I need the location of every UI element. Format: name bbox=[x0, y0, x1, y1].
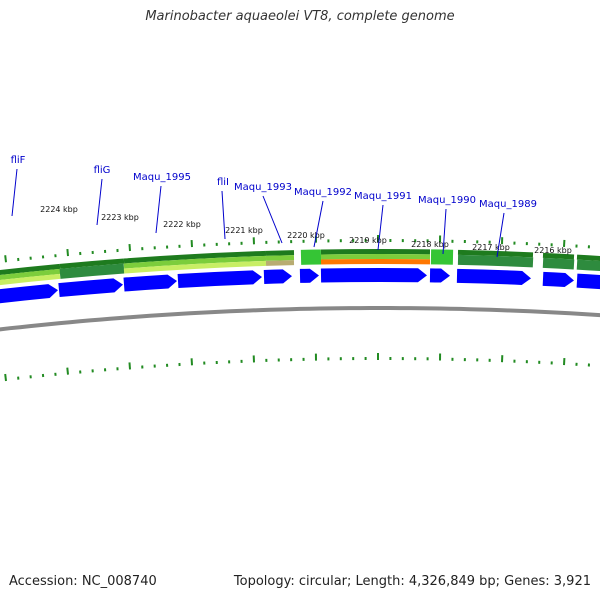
scale-label: 2221 kbp bbox=[225, 226, 263, 235]
cds-arrow bbox=[123, 274, 177, 292]
feature-band bbox=[320, 254, 431, 260]
cds-arrow-track bbox=[0, 267, 600, 304]
cds-arrow bbox=[320, 267, 427, 283]
feature-band bbox=[576, 254, 600, 262]
gene-label: Maqu_1992 bbox=[294, 187, 352, 198]
scale-label: 2220 kbp bbox=[287, 231, 325, 240]
inner-tick-major bbox=[128, 362, 131, 370]
gene-leader-line bbox=[496, 212, 505, 258]
cds-arrow bbox=[263, 269, 292, 284]
scale-labels: 2224 kbp 2223 kbp 2222 kbp 2221 kbp 2220 kbp… bbox=[40, 205, 572, 255]
feature-band bbox=[123, 250, 267, 264]
cds-arrow bbox=[429, 268, 450, 283]
feature-band bbox=[320, 249, 431, 255]
feature-band bbox=[300, 249, 322, 265]
scale-label: 2216 kbp bbox=[534, 246, 572, 255]
scale-label: 2218 kbp bbox=[411, 240, 449, 249]
accession-text: Accession: NC_008740 bbox=[9, 574, 157, 589]
gene-leader-line bbox=[11, 168, 18, 217]
outer-tick-ring bbox=[4, 235, 590, 263]
feature-band bbox=[457, 249, 534, 258]
outer-tick-major bbox=[128, 244, 131, 252]
feature-band bbox=[542, 257, 575, 270]
cds-arrow bbox=[177, 270, 262, 288]
gene-leader-line bbox=[377, 204, 384, 251]
feature-band bbox=[542, 252, 575, 260]
feature-band bbox=[320, 258, 431, 265]
feature-band bbox=[265, 250, 295, 256]
gene-leader-line bbox=[262, 195, 283, 244]
feature-band bbox=[265, 260, 295, 266]
gene-leader-line bbox=[442, 208, 447, 255]
scale-label: 2219 kbp bbox=[349, 236, 387, 245]
topology-summary: Topology: circular; Length: 4,326,849 bp… bbox=[233, 574, 591, 589]
feature-band bbox=[123, 255, 267, 269]
gene-label: Maqu_1991 bbox=[354, 191, 412, 202]
scale-label: 2217 kbp bbox=[472, 243, 510, 252]
scale-label: 2224 kbp bbox=[40, 205, 78, 214]
inner-tick-major bbox=[4, 373, 7, 382]
cds-arrow bbox=[0, 284, 58, 304]
cds-arrow bbox=[58, 278, 123, 298]
gene-label: fliG bbox=[94, 165, 111, 176]
cds-arrow bbox=[456, 268, 531, 285]
gene-label: Maqu_1990 bbox=[418, 195, 476, 206]
gene-leader-line bbox=[96, 178, 103, 226]
feature-band bbox=[59, 258, 125, 269]
gene-label: Maqu_1989 bbox=[479, 199, 537, 210]
scale-label: 2223 kbp bbox=[101, 213, 139, 222]
feature-bands bbox=[0, 249, 600, 286]
feature-band bbox=[576, 259, 600, 272]
feature-band bbox=[0, 268, 61, 281]
outer-tick-major bbox=[4, 255, 7, 263]
cds-arrow bbox=[542, 271, 574, 287]
feature-band bbox=[457, 254, 534, 268]
cds-arrow bbox=[299, 268, 319, 283]
feature-band bbox=[265, 255, 295, 261]
gene-label: fliF bbox=[11, 155, 26, 166]
backbone-ring bbox=[0, 306, 600, 332]
feature-band bbox=[123, 260, 267, 274]
feature-band bbox=[0, 273, 61, 286]
gene-leader-line bbox=[221, 190, 226, 240]
outer-tick-major bbox=[66, 249, 69, 257]
feature-band bbox=[59, 263, 125, 279]
gene-label: Maqu_1995 bbox=[133, 172, 191, 183]
map-title: Marinobacter aquaeolei VT8, complete gen… bbox=[145, 9, 455, 24]
inner-tick-ring bbox=[4, 353, 590, 382]
inner-tick-major bbox=[66, 367, 69, 375]
gene-leader-line bbox=[313, 200, 324, 248]
cds-arrow bbox=[576, 273, 600, 290]
feature-band bbox=[0, 263, 61, 276]
scale-label: 2222 kbp bbox=[163, 220, 201, 229]
feature-band bbox=[430, 249, 454, 265]
gene-label: Maqu_1993 bbox=[234, 182, 292, 193]
gene-leader-line bbox=[155, 185, 162, 234]
gene-label: fliI bbox=[217, 177, 229, 188]
